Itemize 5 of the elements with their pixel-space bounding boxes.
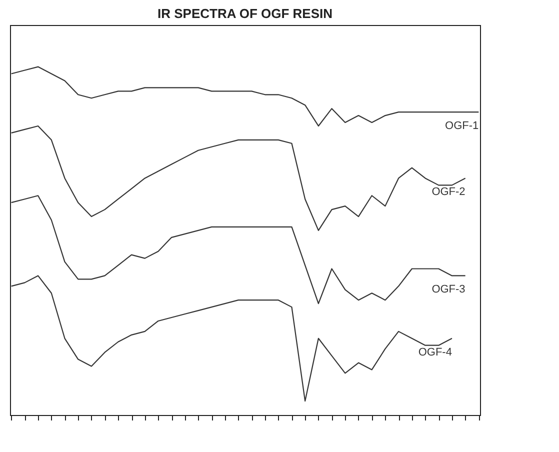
series-label: OGF-4 <box>418 346 452 358</box>
series-label: OGF-1 <box>445 120 479 132</box>
series-label: OGF-3 <box>432 284 466 296</box>
series-label: OGF-2 <box>432 186 466 198</box>
chart-title: IR SPECTRA OF OGF RESIN <box>157 6 333 21</box>
